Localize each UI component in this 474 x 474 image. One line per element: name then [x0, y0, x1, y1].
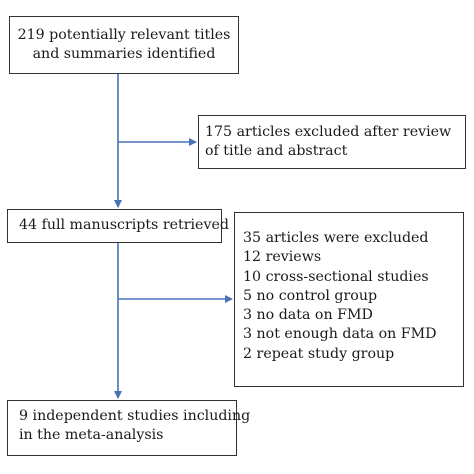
- included-studies-box: 9 independent studies including in the m…: [7, 400, 251, 456]
- exclusion-total: 35 articles were excluded: [243, 230, 429, 246]
- exclusion-reason: 2 repeat study group: [243, 345, 395, 362]
- box-text-line: 44 full manuscripts retrieved: [19, 217, 229, 233]
- box-text-line: 9 independent studies including: [19, 408, 251, 424]
- box-text-line: and summaries identified: [32, 46, 216, 62]
- exclusion-reason: 5 no control group: [243, 287, 378, 304]
- box-text-line: of title and abstract: [205, 143, 348, 159]
- box-text-line: in the meta-analysis: [19, 427, 164, 443]
- exclusion-reason: 12 reviews: [243, 249, 322, 266]
- exclusion-reason: 3 no data on FMD: [243, 307, 373, 324]
- full-manuscripts-box: 44 full manuscripts retrieved: [7, 209, 229, 243]
- box-text-line: 175 articles excluded after review: [205, 124, 452, 140]
- excluded-title-abstract-box: 175 articles excluded after review of ti…: [198, 115, 466, 169]
- box-text-line: 219 potentially relevant titles: [17, 27, 231, 43]
- exclusion-reason: 10 cross-sectional studies: [243, 268, 429, 285]
- excluded-full-text-box: 35 articles were excluded 12 reviews 10 …: [234, 212, 464, 387]
- identified-records-box: 219 potentially relevant titles and summ…: [9, 16, 239, 74]
- exclusion-reason: 3 not enough data on FMD: [243, 326, 437, 343]
